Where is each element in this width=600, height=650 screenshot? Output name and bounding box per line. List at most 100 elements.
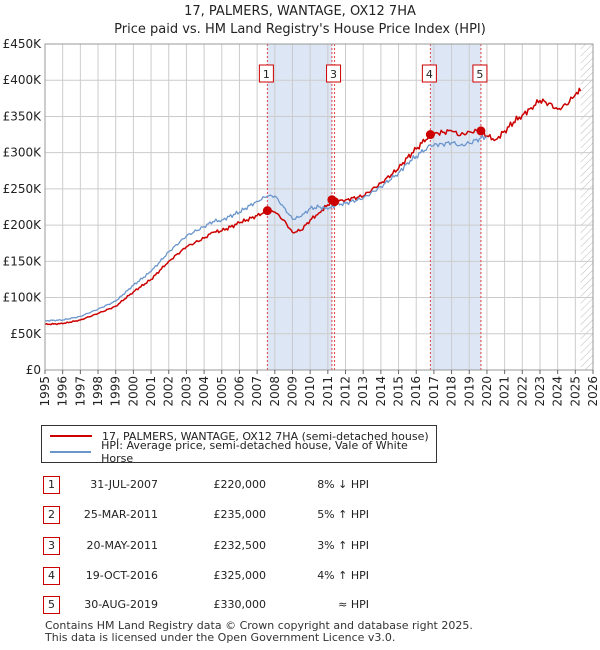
y-tick-label: £150K — [3, 254, 43, 268]
x-tick-label: 2001 — [144, 376, 158, 407]
legend-item-hpi: HPI: Average price, semi-detached house,… — [50, 439, 436, 465]
legend-label-hpi: HPI: Average price, semi-detached house,… — [101, 439, 408, 465]
transaction-hpi: 4% ↑ HPI — [317, 569, 369, 582]
x-tick-label: 2022 — [515, 376, 529, 407]
x-tick-label: 2025 — [568, 376, 582, 407]
y-tick-label: £50K — [10, 327, 42, 341]
callout-box: 3 — [326, 64, 342, 83]
legend: 17, PALMERS, WANTAGE, OX12 7HA (semi-det… — [41, 425, 437, 465]
transaction-badge: 2 — [43, 506, 60, 524]
transaction-date: 20-MAY-2011 — [86, 539, 158, 552]
transaction-row: 3 20-MAY-2011 £232,500 3% ↑ HPI — [0, 535, 600, 557]
chart-title: 17, PALMERS, WANTAGE, OX12 7HA — [184, 4, 416, 19]
x-tick-label: 2006 — [232, 376, 246, 407]
transaction-row: 2 25-MAR-2011 £235,000 5% ↑ HPI — [0, 504, 600, 526]
x-tick-label: 1997 — [73, 376, 87, 407]
transaction-badge: 5 — [43, 596, 60, 614]
x-tick-label: 2017 — [427, 376, 441, 407]
x-tick-label: 2014 — [374, 376, 388, 407]
callout-frame — [258, 64, 274, 83]
x-tick-label: 2000 — [126, 376, 140, 407]
x-tick-label: 2021 — [498, 376, 512, 407]
x-tick-label: 2010 — [303, 376, 317, 407]
x-tick-label: 2007 — [250, 376, 264, 407]
transaction-marker — [262, 206, 272, 216]
transaction-badge: 3 — [43, 537, 60, 555]
callout-label: 3 — [330, 68, 337, 81]
legend-swatch-hpi — [50, 451, 92, 453]
transaction-hpi: 8% ↓ HPI — [317, 478, 369, 491]
chart-subtitle: Price paid vs. HM Land Registry's House … — [114, 22, 486, 37]
transaction-date: 19-OCT-2016 — [85, 569, 158, 582]
x-tick-label: 2002 — [162, 376, 176, 407]
y-tick-label: £0 — [26, 363, 41, 377]
x-tick-label: 2012 — [339, 376, 353, 407]
callout-box: 4 — [421, 64, 437, 83]
shaded-period — [430, 44, 481, 370]
x-tick-label: 1995 — [38, 376, 52, 407]
transaction-marker — [330, 197, 340, 207]
x-tick-label: 2005 — [215, 376, 229, 407]
callout-label: 1 — [263, 68, 270, 81]
transaction-hpi: 3% ↑ HPI — [317, 539, 369, 552]
x-tick-label: 2023 — [533, 376, 547, 407]
transaction-price: £232,500 — [213, 539, 267, 552]
y-tick-label: £300K — [3, 146, 43, 160]
transaction-row: 5 30-AUG-2019 £330,000 ≈ HPI — [0, 594, 600, 616]
legend-label-price: 17, PALMERS, WANTAGE, OX12 7HA (semi-det… — [102, 429, 429, 443]
x-tick-label: 1998 — [91, 376, 105, 407]
x-tick-label: 1996 — [56, 376, 70, 407]
transaction-price: £325,000 — [213, 569, 267, 582]
transaction-badge: 1 — [43, 476, 60, 494]
y-tick-label: £350K — [3, 109, 43, 123]
hatched-region — [580, 44, 593, 370]
plot-frame — [44, 43, 594, 371]
y-tick-label: £400K — [3, 73, 43, 87]
x-tick-label: 2009 — [285, 376, 299, 407]
x-tick-label: 2026 — [586, 376, 600, 407]
footer-license: This data is licensed under the Open Gov… — [45, 631, 396, 644]
callout-box: 1 — [258, 64, 274, 83]
series-line-price — [44, 87, 582, 326]
transaction-date: 25-MAR-2011 — [83, 508, 158, 521]
x-tick-label: 2004 — [197, 376, 211, 407]
chart-area: 1 3 4 5 £0 £50K £100K £150K £200K £250K £300K £350… — [3, 37, 600, 407]
callout-box: 5 — [472, 64, 488, 83]
transaction-marker — [476, 126, 486, 136]
x-tick-label: 2011 — [321, 376, 335, 407]
callout-label: 4 — [426, 68, 433, 81]
transaction-date: 31-JUL-2007 — [90, 478, 158, 491]
transaction-date: 30-AUG-2019 — [84, 598, 158, 611]
x-tick-label: 2003 — [179, 376, 193, 407]
transaction-badge: 4 — [43, 567, 60, 585]
x-tick-label: 2020 — [480, 376, 494, 407]
callout-frame — [326, 64, 342, 83]
x-tick-label: 2015 — [392, 376, 406, 407]
x-tick-label: 2024 — [551, 376, 565, 407]
shaded-period — [267, 44, 332, 370]
transaction-row: 4 19-OCT-2016 £325,000 4% ↑ HPI — [0, 565, 600, 587]
transaction-price: £235,000 — [213, 508, 267, 521]
transaction-hpi: 5% ↑ HPI — [317, 508, 369, 521]
series-line-hpi — [44, 134, 488, 322]
legend-item-price: 17, PALMERS, WANTAGE, OX12 7HA (semi-det… — [50, 429, 429, 443]
x-tick-label: 2018 — [445, 376, 459, 407]
footer-copyright: Contains HM Land Registry data © Crown c… — [45, 619, 473, 632]
legend-swatch-price — [50, 435, 92, 437]
x-tick-label: 1999 — [109, 376, 123, 407]
y-tick-label: £100K — [3, 291, 43, 305]
transaction-marker — [425, 130, 435, 140]
transaction-price: £330,000 — [213, 598, 267, 611]
callout-label: 5 — [476, 68, 483, 81]
x-tick-label: 2016 — [409, 376, 423, 407]
x-tick-label: 2008 — [268, 376, 282, 407]
y-tick-label: £250K — [3, 182, 43, 196]
callout-frame — [472, 64, 488, 83]
transaction-price: £220,000 — [213, 478, 267, 491]
y-tick-label: £200K — [3, 218, 43, 232]
transaction-row: 1 31-JUL-2007 £220,000 8% ↓ HPI — [0, 474, 600, 496]
callout-frame — [421, 64, 437, 83]
x-tick-label: 2013 — [356, 376, 370, 407]
x-tick-label: 2019 — [462, 376, 476, 407]
y-tick-label: £450K — [3, 37, 43, 51]
